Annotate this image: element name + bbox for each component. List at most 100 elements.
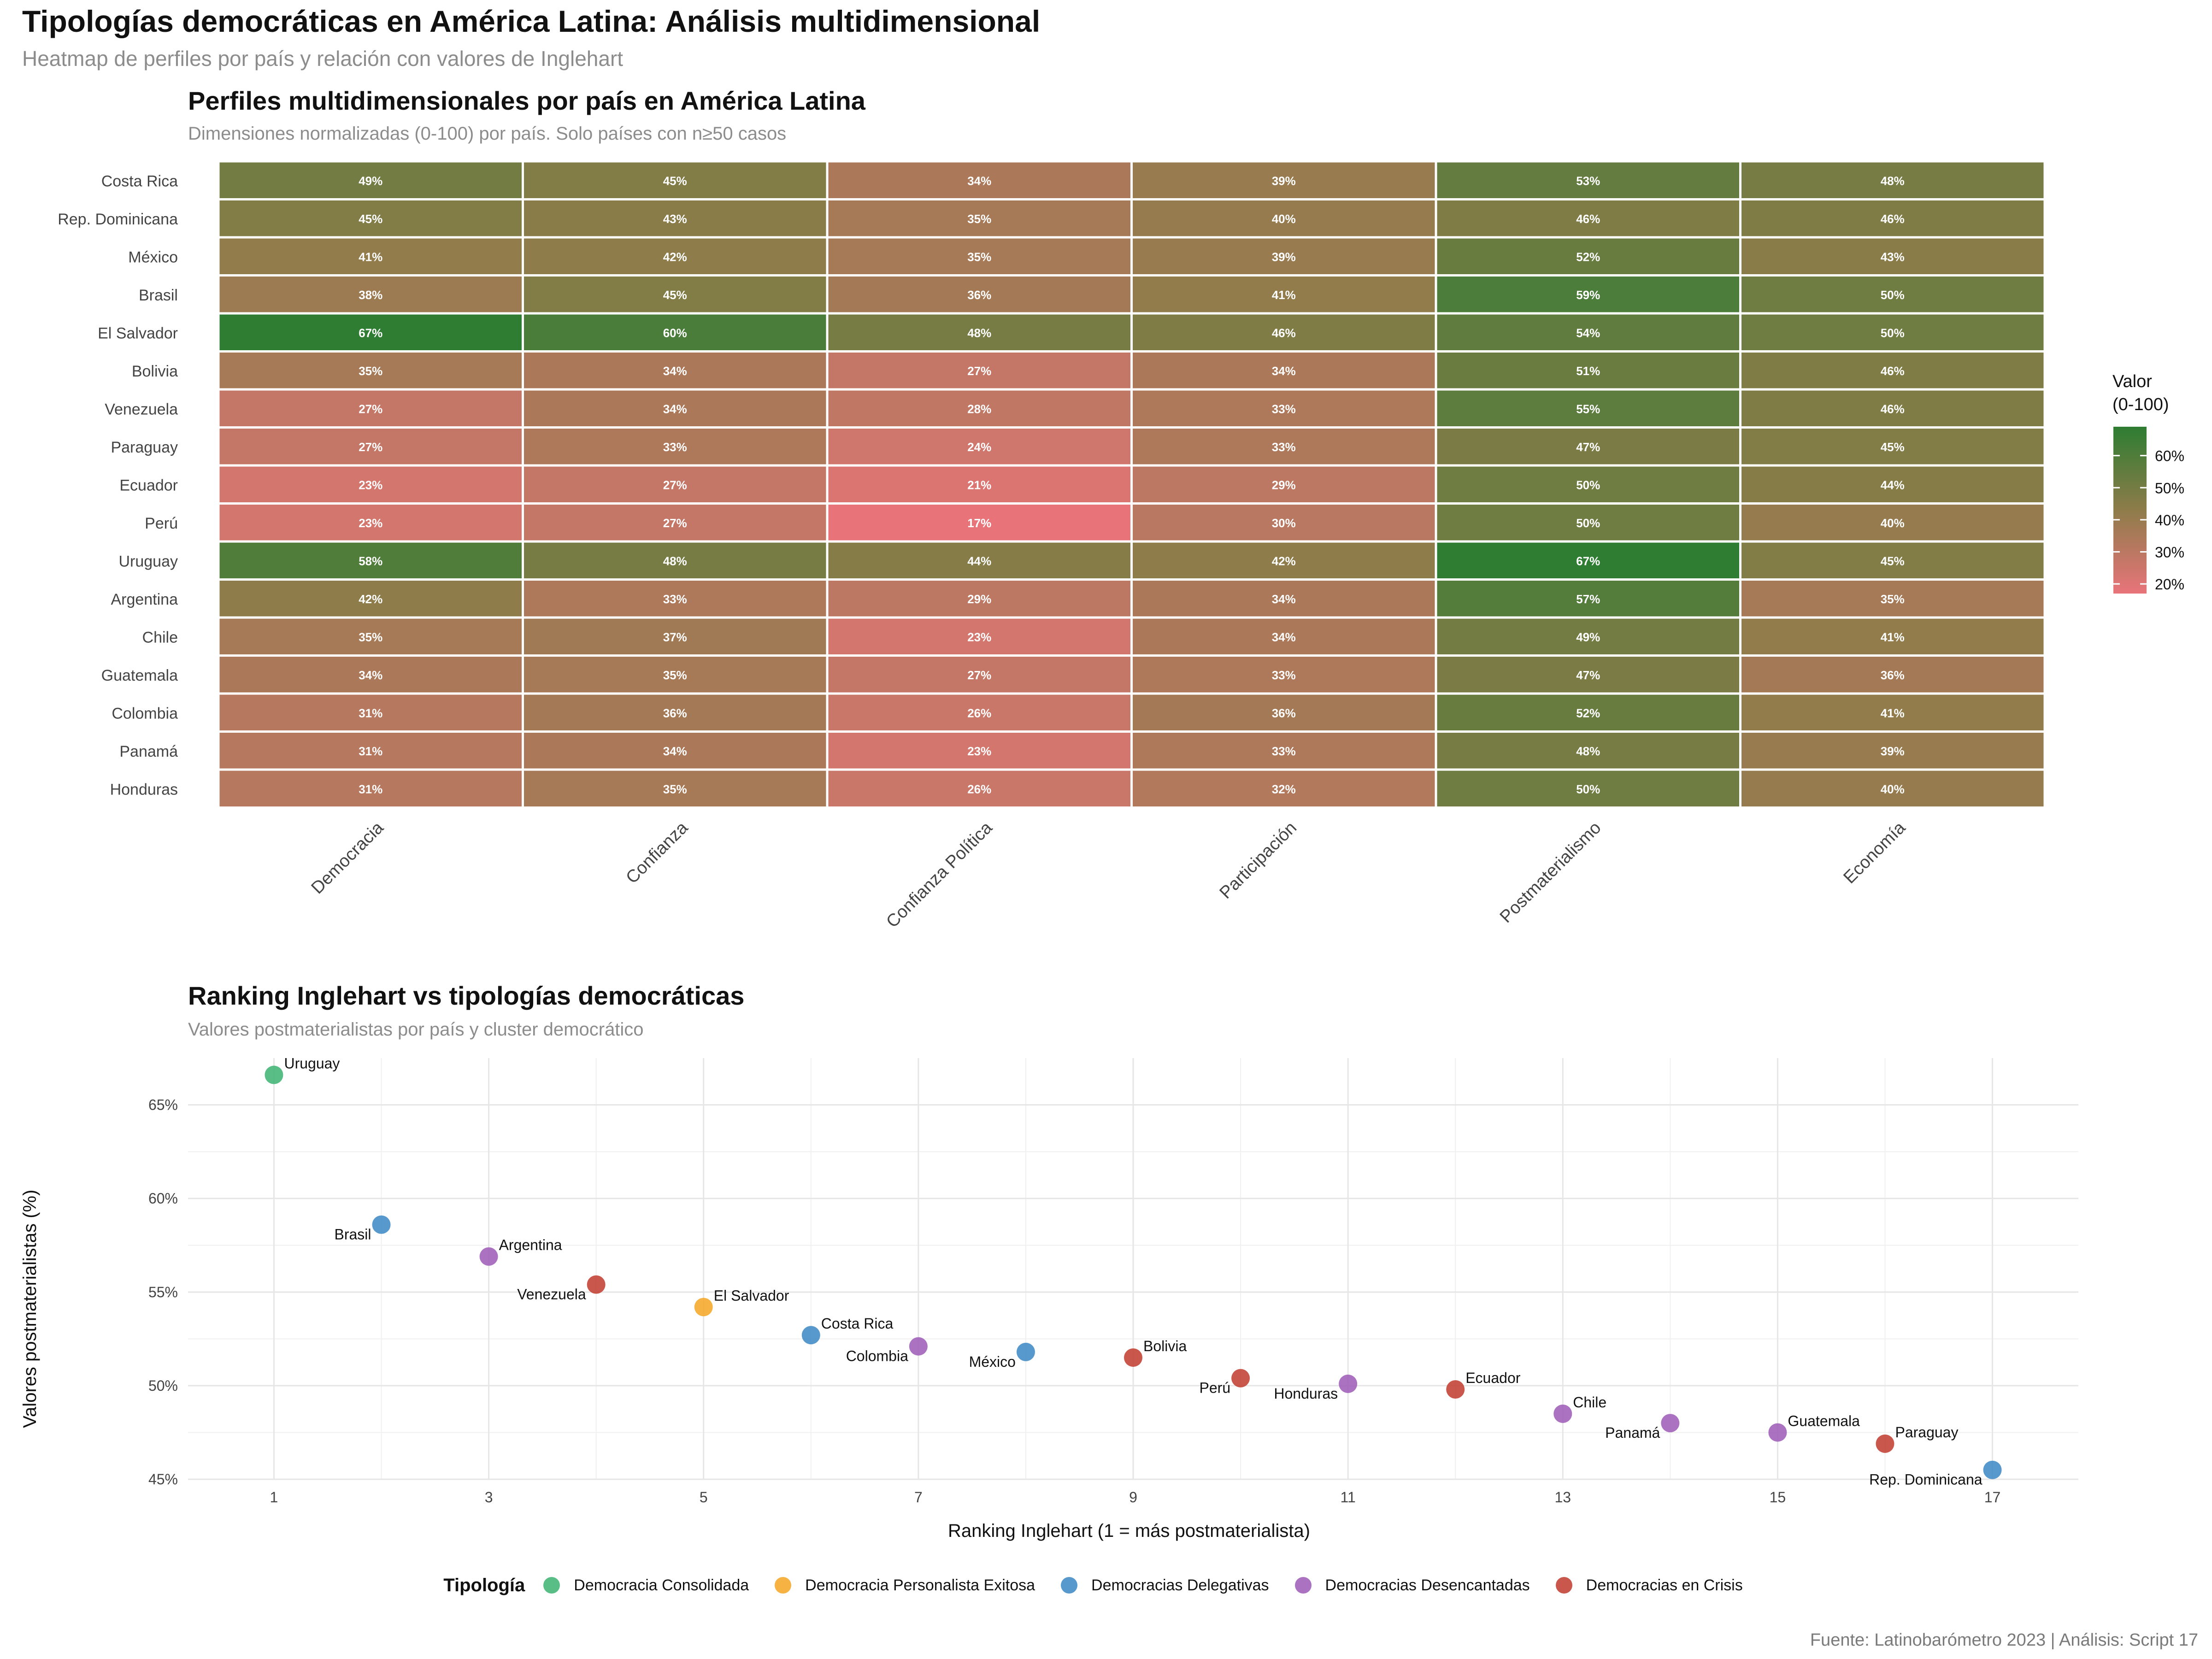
scatter-title: Ranking Inglehart vs tipologías democrát… bbox=[188, 981, 745, 1010]
legend-label: Democracia Personalista Exitosa bbox=[805, 1576, 1035, 1594]
heatmap-row-label: Venezuela bbox=[105, 400, 178, 418]
heatmap-row-label: Perú bbox=[145, 515, 178, 532]
heatmap-cell bbox=[1435, 274, 1741, 315]
scatter-point-label: Costa Rica bbox=[821, 1315, 894, 1332]
heatmap-cell-value: 34% bbox=[663, 364, 687, 378]
heatmap-column-label: Democracia bbox=[308, 818, 388, 898]
heatmap-cell bbox=[1435, 616, 1741, 657]
heatmap-cell-value: 57% bbox=[1576, 592, 1600, 606]
heatmap-cell-value: 28% bbox=[967, 402, 991, 416]
scatter-point-label: Honduras bbox=[1274, 1385, 1338, 1402]
heatmap-row-label: Costa Rica bbox=[101, 172, 178, 190]
heatmap-cell-value: 51% bbox=[1576, 364, 1600, 378]
heatmap-cell-value: 36% bbox=[663, 706, 687, 720]
x-tick-label: 5 bbox=[700, 1489, 708, 1506]
scatter-point bbox=[1124, 1348, 1142, 1367]
heatmap-cell bbox=[1435, 426, 1741, 467]
colorbar-tick-label: 60% bbox=[2155, 448, 2184, 465]
heatmap-cell-value: 23% bbox=[359, 516, 382, 530]
scatter-point bbox=[1339, 1374, 1358, 1393]
scatter-point-label: Argentina bbox=[499, 1237, 562, 1253]
heatmap-cell-value: 52% bbox=[1576, 706, 1600, 720]
scatter-subtitle: Valores postmaterialistas por país y clu… bbox=[188, 1019, 644, 1040]
heatmap-cell bbox=[826, 578, 1133, 619]
heatmap-cell-value: 40% bbox=[1881, 782, 1905, 796]
heatmap-cell-value: 48% bbox=[663, 554, 687, 568]
heatmap-cell-value: 34% bbox=[1272, 592, 1296, 606]
legend-label: Democracias Delegativas bbox=[1091, 1576, 1269, 1594]
heatmap-cell-value: 44% bbox=[967, 554, 991, 568]
heatmap-cell-value: 30% bbox=[1272, 516, 1296, 530]
heatmap-cell-value: 59% bbox=[1576, 288, 1600, 302]
heatmap-cell-value: 48% bbox=[1881, 174, 1905, 188]
scatter-point-label: Chile bbox=[1573, 1394, 1606, 1411]
heatmap-cell-value: 40% bbox=[1272, 212, 1296, 226]
heatmap-row-label: Honduras bbox=[110, 781, 178, 798]
heatmap-cell bbox=[1130, 616, 1437, 657]
heatmap-cell-value: 29% bbox=[1272, 478, 1296, 492]
heatmap-cell bbox=[826, 768, 1133, 809]
heatmap-cell-value: 17% bbox=[967, 516, 991, 530]
source-caption: Fuente: Latinobarómetro 2023 | Análisis:… bbox=[1810, 1630, 2198, 1650]
heatmap-cell-value: 36% bbox=[1272, 706, 1296, 720]
scatter-point-label: Ecuador bbox=[1465, 1370, 1521, 1386]
heatmap-cell-value: 31% bbox=[359, 782, 382, 796]
heatmap-cell bbox=[217, 464, 524, 505]
heatmap-cell-value: 33% bbox=[1272, 402, 1296, 416]
heatmap-cell-value: 50% bbox=[1576, 516, 1600, 530]
heatmap-cell-value: 43% bbox=[663, 212, 687, 226]
heatmap-row-label: Panamá bbox=[119, 743, 178, 760]
heatmap-chart: 49% 45% 34% 39% 53% 48% 45% 43% 35% 40% 46% 46% 41% 4… bbox=[58, 160, 2184, 932]
heatmap-column-label: Confianza Política bbox=[882, 818, 996, 932]
heatmap-cell bbox=[217, 730, 524, 771]
heatmap-cell-value: 46% bbox=[1881, 402, 1905, 416]
heatmap-cell-value: 67% bbox=[359, 326, 382, 340]
heatmap-cell bbox=[826, 464, 1133, 505]
scatter-point-label: El Salvador bbox=[714, 1287, 789, 1304]
heatmap-cell-value: 39% bbox=[1881, 744, 1905, 758]
heatmap-cell bbox=[522, 578, 829, 619]
heatmap-cell-value: 43% bbox=[1881, 250, 1905, 264]
heatmap-cell-value: 23% bbox=[967, 630, 991, 644]
heatmap-cell-value: 34% bbox=[1272, 364, 1296, 378]
heatmap-cell bbox=[1739, 540, 2046, 581]
main-subtitle: Heatmap de perfiles por país y relación … bbox=[22, 47, 624, 71]
heatmap-cell-value: 34% bbox=[663, 744, 687, 758]
scatter-point bbox=[1553, 1404, 1572, 1423]
heatmap-cell-value: 41% bbox=[1881, 706, 1905, 720]
heatmap-cell bbox=[1739, 274, 2046, 315]
heatmap-cell bbox=[1739, 692, 2046, 733]
scatter-point bbox=[1231, 1369, 1250, 1388]
heatmap-cell-value: 37% bbox=[663, 630, 687, 644]
scatter-point bbox=[801, 1326, 820, 1345]
heatmap-cell-value: 53% bbox=[1576, 174, 1600, 188]
heatmap-cell-value: 50% bbox=[1881, 326, 1905, 340]
heatmap-row-label: México bbox=[128, 248, 178, 266]
legend-dot bbox=[1294, 1577, 1312, 1594]
heatmap-colorbar bbox=[2113, 427, 2147, 594]
heatmap-row-label: El Salvador bbox=[98, 324, 178, 342]
scatter-point bbox=[587, 1275, 606, 1294]
scatter-point-label: Colombia bbox=[846, 1348, 908, 1365]
heatmap-cell-value: 33% bbox=[663, 592, 687, 606]
heatmap-cell-value: 33% bbox=[1272, 744, 1296, 758]
heatmap-cell-value: 45% bbox=[1881, 440, 1905, 454]
heatmap-cell-value: 35% bbox=[663, 782, 687, 796]
heatmap-cell-value: 34% bbox=[359, 668, 382, 682]
heatmap-cell-value: 34% bbox=[967, 174, 991, 188]
heatmap-cell-value: 24% bbox=[967, 440, 991, 454]
heatmap-cell-value: 49% bbox=[1576, 630, 1600, 644]
heatmap-cell-value: 35% bbox=[663, 668, 687, 682]
x-tick-label: 15 bbox=[1770, 1489, 1786, 1506]
scatter-point-label: Guatemala bbox=[1788, 1412, 1860, 1429]
heatmap-cell bbox=[522, 464, 829, 505]
heatmap-cell-value: 34% bbox=[1272, 630, 1296, 644]
heatmap-cell-value: 39% bbox=[1272, 174, 1296, 188]
heatmap-cell-value: 46% bbox=[1576, 212, 1600, 226]
heatmap-cell bbox=[217, 350, 524, 391]
heatmap-cell bbox=[1435, 312, 1741, 353]
heatmap-cell bbox=[1739, 198, 2046, 239]
heatmap-column-label: Confianza bbox=[622, 818, 692, 888]
heatmap-subtitle: Dimensiones normalizadas (0-100) por paí… bbox=[188, 124, 787, 144]
heatmap-cell-value: 35% bbox=[967, 212, 991, 226]
